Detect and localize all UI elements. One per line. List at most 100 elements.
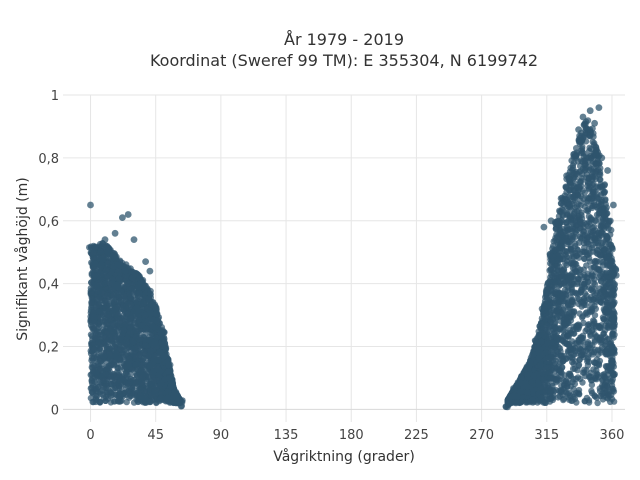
data-point (120, 326, 128, 334)
data-point (105, 248, 112, 256)
data-point-outlier (142, 258, 150, 265)
data-point (90, 346, 98, 353)
data-point (126, 328, 134, 336)
data-point (571, 234, 578, 241)
data-point (571, 380, 579, 388)
data-point (608, 294, 615, 301)
data-point (110, 362, 118, 369)
data-point-outlier (130, 236, 138, 244)
data-point (128, 366, 136, 373)
data-point (91, 266, 99, 274)
data-point (89, 398, 96, 406)
data-point (95, 301, 102, 309)
data-point (116, 336, 123, 343)
data-point (594, 296, 602, 304)
data-point (578, 281, 586, 288)
data-point (150, 368, 157, 375)
data-point (107, 380, 114, 388)
data-point (110, 398, 118, 405)
data-point (103, 365, 110, 372)
data-point-outlier (124, 211, 132, 218)
data-point (122, 370, 129, 378)
data-point (602, 197, 609, 204)
data-point (176, 399, 183, 406)
data-point (572, 340, 579, 347)
data-point (146, 398, 154, 406)
data-point (104, 260, 111, 267)
data-point (557, 387, 565, 394)
data-point (95, 383, 102, 391)
data-point (149, 322, 156, 330)
data-point (123, 398, 130, 406)
chart-title: År 1979 - 2019 (284, 30, 404, 49)
data-point (90, 285, 97, 292)
data-point (104, 292, 111, 299)
data-point (137, 386, 144, 393)
data-point (128, 285, 136, 292)
data-point (160, 328, 168, 336)
data-point (109, 371, 117, 378)
data-point (145, 296, 152, 303)
data-point (142, 395, 149, 402)
data-point (144, 317, 152, 324)
data-point (142, 311, 149, 319)
data-point (153, 317, 160, 324)
data-point (96, 398, 103, 406)
data-point (158, 389, 166, 396)
data-point (125, 359, 132, 366)
data-point (98, 289, 105, 296)
data-point (100, 377, 108, 384)
data-point (88, 299, 95, 306)
data-point (566, 327, 573, 334)
data-point (131, 387, 138, 394)
data-point (155, 365, 162, 373)
data-point (143, 370, 150, 378)
data-point (89, 364, 96, 371)
data-point (113, 304, 120, 312)
data-point (90, 369, 97, 376)
data-point (90, 325, 97, 332)
data-point (132, 333, 140, 341)
data-point (132, 296, 139, 304)
data-point (97, 358, 104, 365)
data-point (153, 310, 160, 318)
data-point-outlier (146, 267, 154, 275)
data-point (125, 388, 132, 395)
data-point (122, 267, 129, 275)
data-point (98, 261, 105, 268)
data-point (92, 330, 99, 337)
data-point (110, 292, 117, 299)
data-point (140, 355, 147, 362)
data-point (588, 381, 596, 389)
data-point (125, 380, 132, 387)
data-point (141, 331, 148, 339)
data-point (604, 307, 612, 314)
data-point (89, 336, 96, 343)
data-point (598, 344, 606, 351)
data-point (111, 298, 118, 305)
data-point (146, 362, 153, 369)
data-point (100, 383, 108, 391)
data-point (589, 389, 596, 397)
data-point (129, 268, 137, 276)
data-point (110, 252, 117, 259)
data-point (100, 353, 108, 361)
data-point (576, 391, 583, 398)
data-point-outlier (119, 214, 126, 222)
data-point (579, 379, 586, 386)
data-point (124, 310, 131, 317)
data-point (145, 352, 152, 359)
data-point (147, 290, 154, 297)
data-point (603, 351, 610, 358)
data-point (125, 280, 132, 287)
data-point (106, 351, 113, 358)
data-point (97, 340, 105, 347)
data-point (98, 281, 105, 288)
data-point (569, 358, 576, 366)
data-point (153, 334, 161, 341)
data-point (91, 244, 99, 251)
data-point (148, 378, 155, 385)
data-points (86, 104, 620, 411)
data-point (102, 397, 109, 404)
